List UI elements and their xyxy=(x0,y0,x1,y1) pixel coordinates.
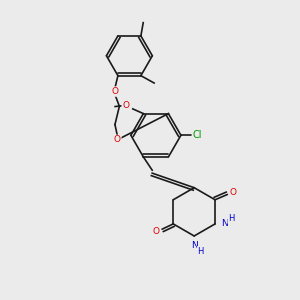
Text: O: O xyxy=(153,227,160,236)
Text: O: O xyxy=(112,87,118,96)
Text: O: O xyxy=(114,135,121,144)
Text: N: N xyxy=(191,241,197,250)
Text: H: H xyxy=(197,247,204,256)
Text: N: N xyxy=(221,219,228,228)
Text: O: O xyxy=(229,188,236,197)
Text: Cl: Cl xyxy=(192,130,202,140)
Text: O: O xyxy=(122,101,129,110)
Text: H: H xyxy=(228,214,235,223)
